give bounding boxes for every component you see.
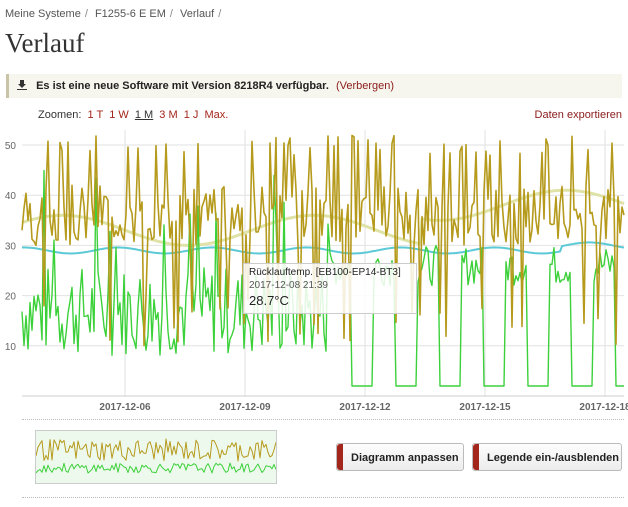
adjust-chart-button[interactable]: Diagramm anpassen bbox=[336, 443, 464, 471]
y-tick-label: 10 bbox=[5, 342, 17, 353]
zoom-1-month[interactable]: 1 M bbox=[134, 109, 154, 121]
divider-bottom bbox=[22, 497, 624, 498]
button-accent bbox=[337, 444, 343, 470]
zoom-label: Zoomen: bbox=[38, 109, 82, 121]
adjust-chart-label: Diagramm anpassen bbox=[351, 452, 459, 464]
x-tick-label: 2017-12-12 bbox=[339, 402, 391, 413]
breadcrumb-item-history[interactable]: Verlauf bbox=[179, 8, 215, 20]
chart-tooltip: Rücklauftemp. [EB100-EP14-BT3] 2017-12-0… bbox=[243, 263, 417, 314]
hide-notice-link[interactable]: (Verbergen) bbox=[335, 80, 395, 92]
export-data-link[interactable]: Daten exportieren bbox=[534, 109, 622, 121]
zoom-1-year[interactable]: 1 J bbox=[183, 109, 199, 121]
tooltip-value: 28.7°C bbox=[249, 293, 289, 308]
zoom-3-months[interactable]: 3 M bbox=[159, 109, 178, 121]
zoom-1-week[interactable]: 1 W bbox=[109, 109, 129, 121]
toggle-legend-label: Legende ein-/ausblenden bbox=[487, 452, 620, 464]
y-tick-label: 50 bbox=[5, 141, 17, 152]
x-tick-label: 2017-12-06 bbox=[99, 402, 151, 413]
toggle-legend-button[interactable]: Legende ein-/ausblenden bbox=[472, 443, 622, 471]
divider bbox=[22, 419, 624, 420]
series-line-olive bbox=[21, 134, 625, 347]
navigator-bg bbox=[36, 431, 276, 483]
navigator-line-green bbox=[36, 462, 276, 474]
x-tick-label: 2017-12-18 bbox=[579, 402, 628, 413]
y-tick-label: 20 bbox=[5, 292, 17, 303]
x-tick-label: 2017-12-09 bbox=[219, 402, 271, 413]
zoom-max[interactable]: Max. bbox=[204, 109, 229, 121]
chart-navigator[interactable] bbox=[35, 430, 277, 484]
breadcrumb: Meine Systeme / F1255-6 E EM / Verlauf / bbox=[5, 8, 222, 20]
tooltip-series: Rücklauftemp. [EB100-EP14-BT3] bbox=[249, 267, 401, 278]
y-tick-label: 40 bbox=[5, 191, 17, 202]
zoom-1-day[interactable]: 1 T bbox=[87, 109, 104, 121]
zoom-controls: Zoomen: 1 T 1 W 1 M 3 M 1 J Max. bbox=[38, 109, 231, 121]
y-tick-label: 30 bbox=[5, 241, 17, 252]
breadcrumb-item-device[interactable]: F1255-6 E EM bbox=[94, 8, 166, 20]
tooltip-time: 2017-12-08 21:39 bbox=[249, 280, 328, 291]
download-icon bbox=[17, 80, 27, 90]
x-tick-label: 2017-12-15 bbox=[459, 402, 511, 413]
navigator-line-olive bbox=[36, 438, 276, 462]
software-notice: Es ist eine neue Software mit Version 82… bbox=[6, 74, 622, 98]
page-title: Verlauf bbox=[5, 28, 85, 58]
button-accent bbox=[473, 444, 479, 470]
breadcrumb-item-systems[interactable]: Meine Systeme bbox=[5, 8, 81, 20]
notice-message: Es ist eine neue Software mit Version 82… bbox=[36, 80, 329, 92]
